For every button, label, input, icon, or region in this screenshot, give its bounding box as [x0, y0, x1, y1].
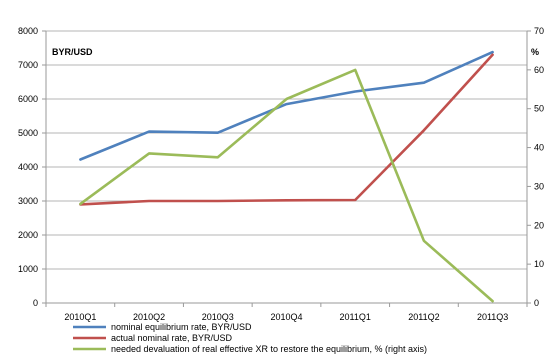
right-axis-ticks: 0 10 20 30 40 50 60 70 — [527, 26, 544, 308]
left-tick-label: 1000 — [18, 264, 38, 274]
x-tick-label: 2011Q2 — [408, 312, 439, 322]
legend-label: actual nominal rate, BYR/USD — [111, 333, 233, 343]
series-lines — [79, 50, 494, 303]
right-tick-label: 10 — [534, 259, 544, 269]
right-tick-label: 60 — [534, 65, 544, 75]
right-tick-label: 30 — [534, 181, 544, 191]
x-tick-label: 2010Q2 — [133, 312, 165, 322]
left-tick-label: 2000 — [18, 230, 38, 240]
legend: nominal equilibrium rate, BYR/USDactual … — [73, 322, 427, 354]
left-tick-label: 7000 — [18, 60, 38, 70]
x-axis-ticks: 2010Q1 2010Q2 2010Q3 2010Q4 2011Q1 2011Q2 2011… — [45, 303, 528, 322]
x-tick-label: 2011Q1 — [340, 312, 371, 322]
left-axis-label: BYR/USD — [52, 47, 93, 57]
x-tick-label: 2011Q3 — [477, 312, 508, 322]
left-tick-label: 5000 — [18, 128, 38, 138]
x-tick-label: 2010Q1 — [64, 312, 96, 322]
series-line-3 — [79, 68, 494, 303]
legend-label: needed devaluation of real effective XR … — [111, 344, 427, 354]
left-tick-label: 6000 — [18, 94, 38, 104]
right-tick-label: 70 — [534, 26, 544, 36]
left-axis-ticks: 0 1000 2000 3000 4000 5000 6000 7000 8000 — [18, 26, 46, 308]
left-tick-label: 4000 — [18, 162, 38, 172]
right-axis-label: % — [531, 47, 539, 57]
x-tick-label: 2010Q4 — [270, 312, 302, 322]
left-tick-label: 3000 — [18, 196, 38, 206]
series-line-2 — [79, 53, 494, 206]
right-tick-label: 50 — [534, 104, 544, 114]
series-line-1 — [79, 50, 494, 161]
right-tick-label: 40 — [534, 143, 544, 153]
right-tick-label: 0 — [534, 298, 539, 308]
x-tick-label: 2010Q3 — [202, 312, 234, 322]
legend-label: nominal equilibrium rate, BYR/USD — [111, 322, 252, 332]
left-tick-label: 8000 — [18, 26, 38, 36]
left-tick-label: 0 — [33, 298, 38, 308]
right-tick-label: 20 — [534, 220, 544, 230]
